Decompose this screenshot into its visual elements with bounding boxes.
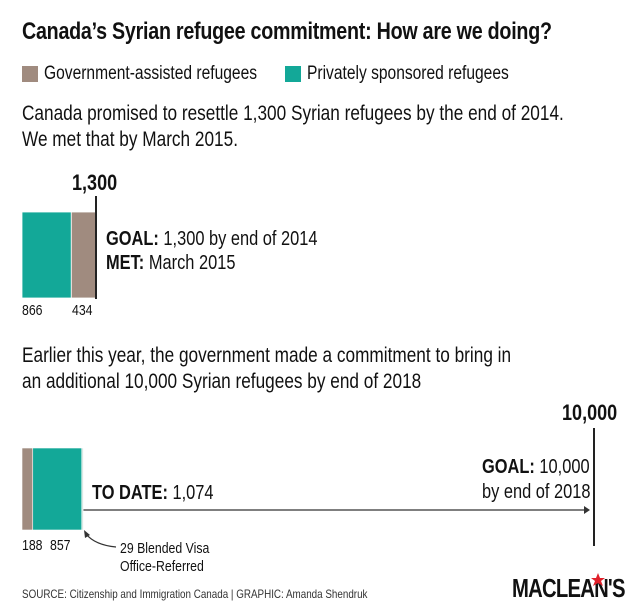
bar2-private-label: 857 [50, 537, 71, 554]
to-date-value: 1,074 [172, 482, 214, 504]
bar2-segment-1 [32, 447, 83, 531]
goal2-label: GOAL: [482, 456, 535, 478]
goal2-text-line2: by end of 2018 [482, 481, 591, 503]
to-date-label: TO DATE: [92, 482, 168, 504]
goal1-value-label: 1,300 [72, 170, 118, 195]
chart-title: Canada’s Syrian refugee commitment: How … [22, 18, 552, 45]
goal2-detail: 10,000 [539, 456, 590, 478]
goal1-text: GOAL: 1,300 by end of 2014 [106, 228, 318, 251]
section2-intro-line1: Earlier this year, the government made a… [22, 344, 512, 367]
logo-maple-icon [591, 573, 605, 586]
met-label: MET: [106, 252, 145, 274]
annotation-arrow-line [85, 533, 117, 548]
progress-arrow-head [584, 506, 590, 514]
legend-swatch-private [285, 66, 301, 82]
source-credit: SOURCE: Citizenship and Immigration Cana… [22, 587, 368, 601]
bar1-segment-0 [21, 211, 72, 299]
goal2-value-label: 10,000 [562, 400, 618, 425]
met-text: MET: March 2015 [106, 252, 235, 275]
annotation-line1: 29 Blended Visa [120, 540, 210, 557]
legend-label-private: Privately sponsored refugees [307, 63, 509, 84]
goal1-detail: 1,300 by end of 2014 [163, 228, 318, 250]
bar1-segment-1 [70, 211, 97, 299]
bar1-government-label: 434 [72, 302, 93, 319]
section1-intro-line1: Canada promised to resettle 1,300 Syrian… [22, 102, 564, 125]
bar2-government-label: 188 [22, 537, 43, 554]
section1-intro-line2: We met that by March 2015. [22, 128, 238, 151]
bar2-segment-0 [21, 447, 34, 531]
legend-label-government: Government-assisted refugees [44, 63, 258, 84]
to-date-text: TO DATE: 1,074 [92, 482, 214, 505]
legend-swatch-government [22, 66, 38, 82]
goal2-text: GOAL: 10,000 [482, 456, 590, 479]
goal1-label: GOAL: [106, 228, 159, 250]
annotation-arrow-head [84, 530, 90, 538]
bar1-private-label: 866 [22, 302, 43, 319]
macleans-logo: MACLEAN'S [512, 573, 625, 603]
bar2-segment-2 [81, 447, 84, 531]
annotation-line2: Office-Referred [120, 558, 204, 575]
section2-intro-line2: an additional 10,000 Syrian refugees by … [22, 370, 422, 393]
met-detail: March 2015 [148, 252, 236, 274]
